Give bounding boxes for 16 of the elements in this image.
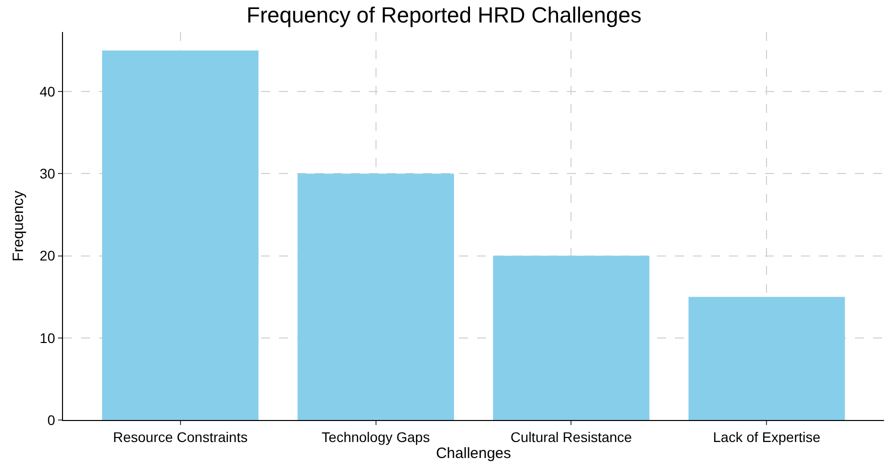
bar bbox=[102, 50, 258, 420]
y-tick-label: 40 bbox=[40, 83, 56, 100]
x-tick-label: Resource Constraints bbox=[112, 428, 248, 445]
bar bbox=[493, 256, 650, 420]
y-tick-label: 30 bbox=[40, 166, 56, 182]
x-axis-title: Challenges bbox=[436, 444, 512, 462]
y-tick-label: 10 bbox=[40, 330, 56, 346]
y-axis-title: Frequency bbox=[10, 190, 27, 262]
chart-title: Frequency of Reported HRD Challenges bbox=[246, 2, 642, 28]
bar bbox=[688, 296, 845, 420]
bar bbox=[298, 174, 454, 420]
x-tick-label: Cultural Resistance bbox=[510, 428, 632, 445]
y-tick-label: 0 bbox=[47, 412, 56, 428]
x-tick-label: Lack of Expertise bbox=[713, 428, 821, 445]
x-tick-label: Technology Gaps bbox=[322, 428, 430, 445]
y-tick-label: 20 bbox=[40, 248, 56, 264]
